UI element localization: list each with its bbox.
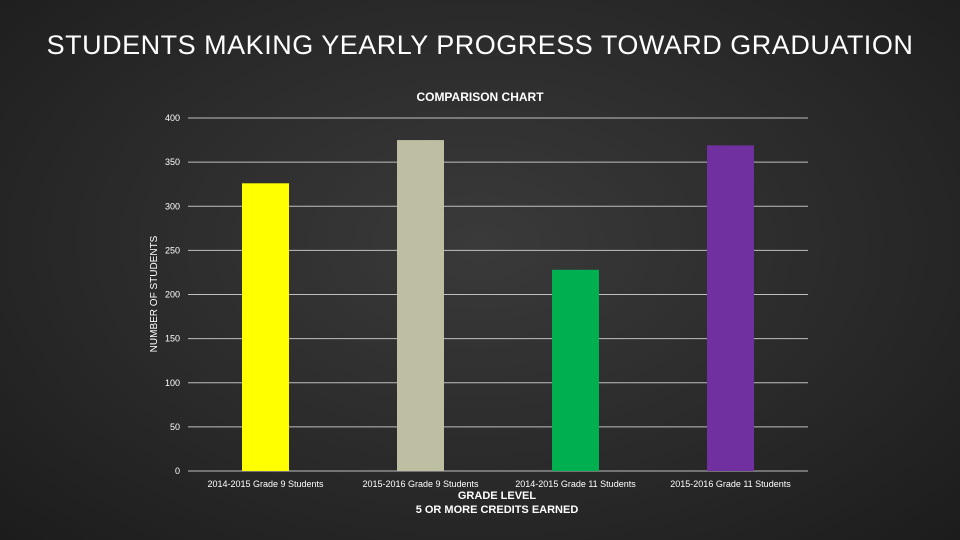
x-axis-label-line-1: GRADE LEVEL	[458, 490, 537, 502]
y-axis-ticks: 0 50 100 150 200 250 300 350 400	[165, 113, 180, 476]
y-tick-label: 250	[165, 245, 180, 255]
x-tick-label: 2015-2016 Grade 11 Students	[670, 479, 791, 489]
y-axis-label: NUMBER OF STUDENTS	[149, 235, 160, 352]
x-axis-label-line-2: 5 OR MORE CREDITS EARNED	[416, 504, 579, 516]
x-tick-label: 2014-2015 Grade 9 Students	[207, 479, 324, 489]
slide-title: STUDENTS MAKING YEARLY PROGRESS TOWARD G…	[46, 30, 914, 60]
y-tick-label: 50	[170, 422, 180, 432]
bars	[242, 140, 754, 472]
y-tick-label: 100	[165, 378, 180, 388]
y-tick-label: 350	[165, 157, 180, 167]
x-tick-label: 2014-2015 Grade 11 Students	[515, 479, 636, 489]
y-tick-label: 200	[165, 290, 180, 300]
x-axis-ticks: 2014-2015 Grade 9 Students 2015-2016 Grad…	[207, 479, 791, 489]
y-tick-label: 300	[165, 201, 180, 211]
y-tick-label: 0	[175, 466, 180, 476]
bar	[242, 183, 289, 471]
x-tick-label: 2015-2016 Grade 9 Students	[362, 479, 479, 489]
bar	[397, 140, 444, 471]
bar	[707, 145, 754, 472]
gridlines	[188, 117, 808, 472]
y-tick-label: 400	[165, 113, 180, 123]
chart-title: COMPARISON CHART	[416, 90, 544, 104]
bar	[552, 269, 599, 471]
y-tick-label: 150	[165, 334, 180, 344]
